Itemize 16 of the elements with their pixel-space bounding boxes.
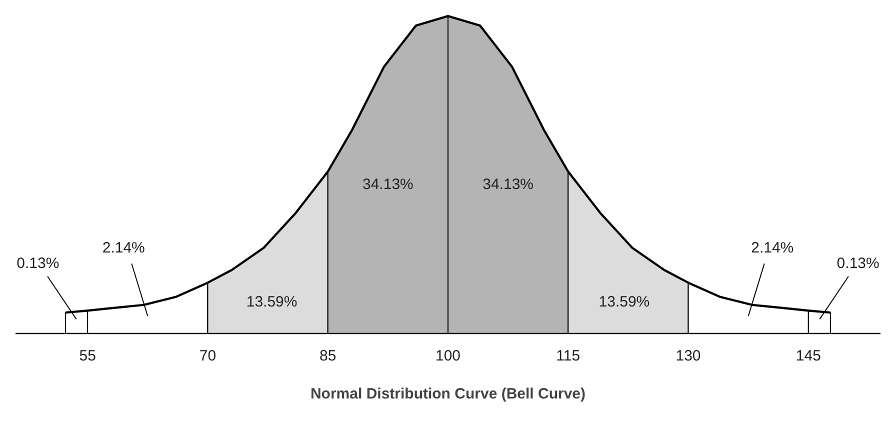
annotation: 13.59% <box>598 293 650 310</box>
annotation: 2.14% <box>751 239 794 256</box>
x-tick-label: 100 <box>435 348 461 364</box>
annotation: 0.13% <box>836 255 880 272</box>
x-axis-title: Normal Distribution Curve (Bell Curve) <box>310 386 586 402</box>
x-tick-label: 85 <box>320 348 336 364</box>
x-tick-label: 145 <box>796 348 821 364</box>
annotation: 34.13% <box>362 176 414 193</box>
annotation: 0.13% <box>16 255 60 272</box>
x-tick-label: 70 <box>199 348 216 364</box>
annotation: 13.59% <box>246 293 298 310</box>
x-tick-label: 115 <box>556 348 580 364</box>
annotation: 34.13% <box>482 176 534 193</box>
annotation: 2.14% <box>102 239 145 256</box>
x-tick-label: 130 <box>676 348 701 364</box>
x-tick-label: 55 <box>79 348 96 364</box>
